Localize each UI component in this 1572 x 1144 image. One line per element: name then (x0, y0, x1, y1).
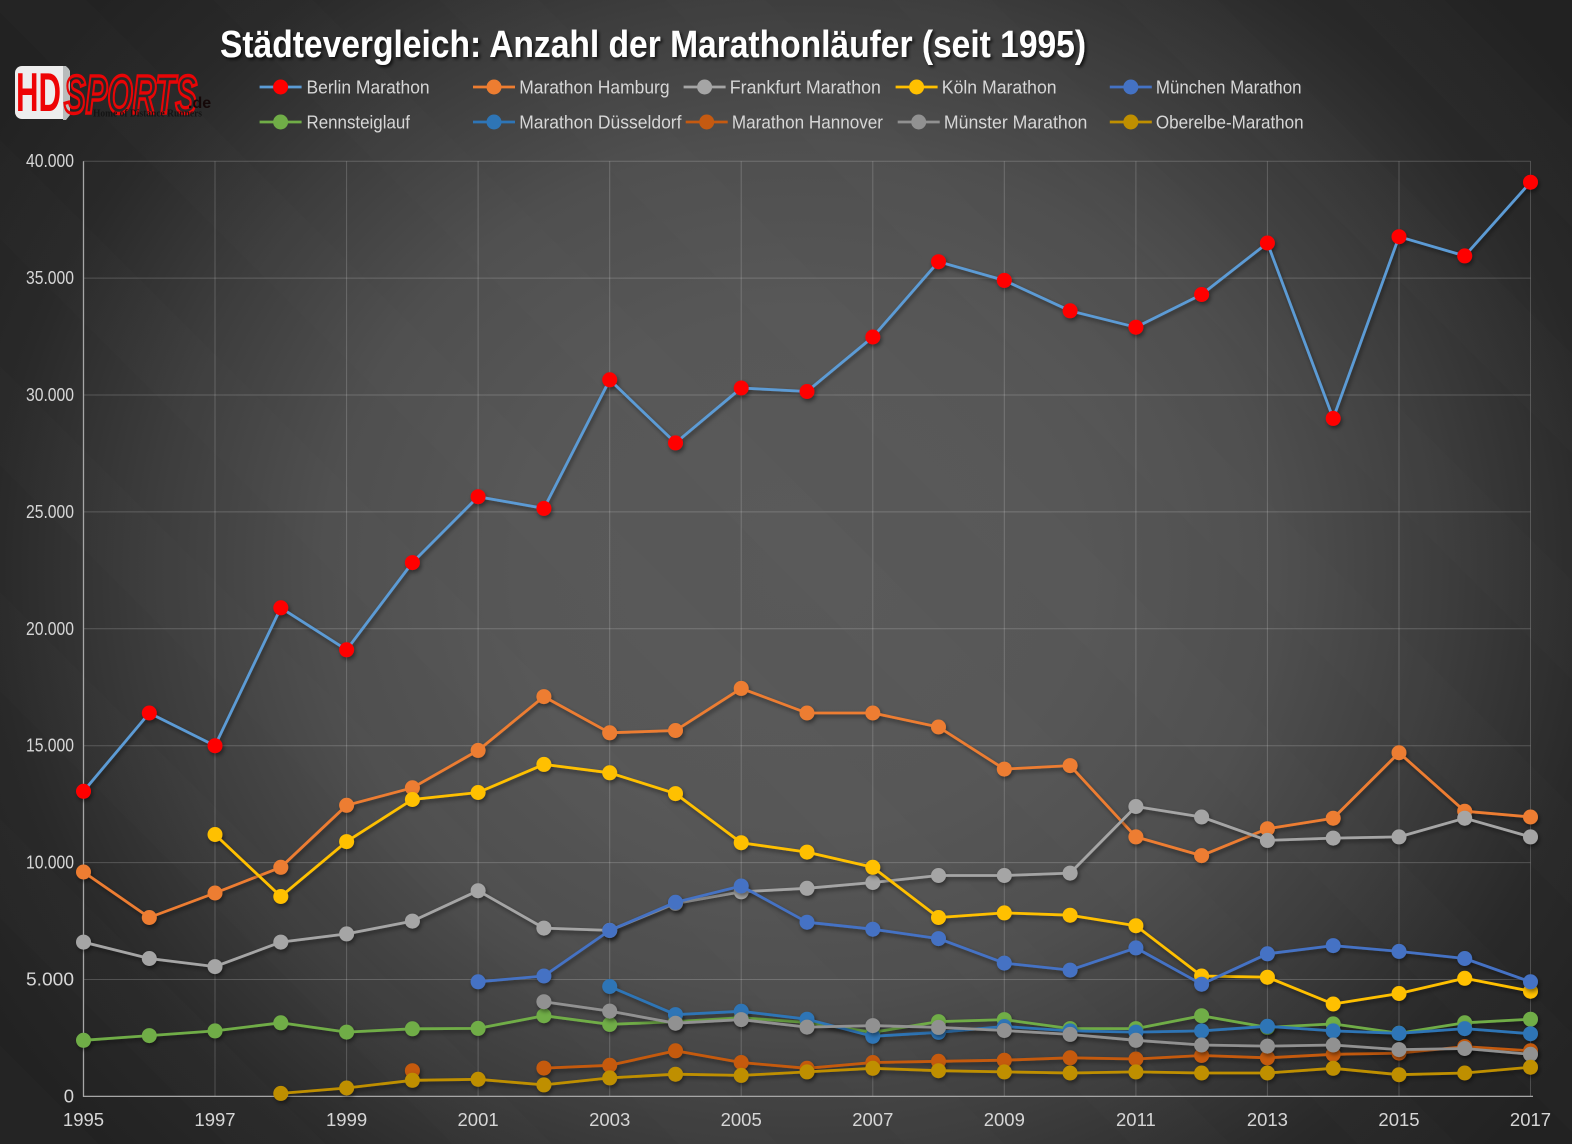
svg-text:Marathon Hannover: Marathon Hannover (732, 112, 883, 133)
svg-text:2017: 2017 (1510, 1109, 1551, 1130)
svg-text:Münster Marathon: Münster Marathon (944, 112, 1088, 133)
svg-text:15.000: 15.000 (26, 735, 74, 756)
svg-text:Oberelbe-Marathon: Oberelbe-Marathon (1156, 112, 1304, 133)
svg-text:2003: 2003 (589, 1109, 630, 1130)
svg-text:Rennsteiglauf: Rennsteiglauf (307, 112, 411, 133)
svg-text:Frankfurt Marathon: Frankfurt Marathon (730, 77, 881, 98)
svg-text:HD: HD (16, 61, 61, 123)
svg-text:2013: 2013 (1247, 1109, 1288, 1130)
svg-text:.de: .de (188, 95, 211, 112)
svg-text:1997: 1997 (194, 1109, 235, 1130)
svg-text:Home of Distance Runners: Home of Distance Runners (93, 109, 202, 120)
svg-text:2005: 2005 (721, 1109, 762, 1130)
svg-text:35.000: 35.000 (26, 267, 74, 288)
svg-text:Marathon Düsseldorf: Marathon Düsseldorf (519, 112, 682, 133)
svg-text:SPORTS: SPORTS (64, 65, 197, 125)
svg-text:0: 0 (64, 1085, 74, 1106)
svg-text:Städtevergleich: Anzahl der Ma: Städtevergleich: Anzahl der Marathonläuf… (220, 24, 1086, 66)
svg-text:10.000: 10.000 (26, 852, 74, 873)
svg-text:2011: 2011 (1116, 1109, 1156, 1130)
svg-text:30.000: 30.000 (26, 384, 74, 405)
svg-text:20.000: 20.000 (26, 618, 74, 639)
svg-text:Köln Marathon: Köln Marathon (942, 77, 1057, 98)
svg-text:2015: 2015 (1378, 1109, 1419, 1130)
svg-text:Berlin Marathon: Berlin Marathon (307, 77, 430, 98)
svg-text:2009: 2009 (984, 1109, 1025, 1130)
svg-text:40.000: 40.000 (26, 150, 74, 171)
svg-text:Marathon Hamburg: Marathon Hamburg (519, 77, 669, 98)
svg-text:2007: 2007 (852, 1109, 893, 1130)
svg-text:1999: 1999 (326, 1109, 367, 1130)
svg-text:2001: 2001 (458, 1109, 499, 1130)
svg-text:25.000: 25.000 (26, 501, 74, 522)
svg-text:1995: 1995 (63, 1109, 104, 1130)
svg-text:5.000: 5.000 (26, 969, 74, 990)
svg-text:München Marathon: München Marathon (1156, 77, 1302, 98)
